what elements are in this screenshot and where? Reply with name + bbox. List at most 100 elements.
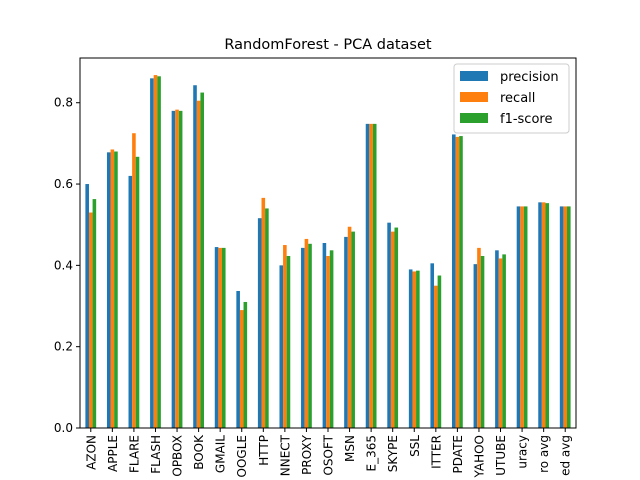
x-tick-label: SKYPE (386, 435, 400, 472)
x-tick-label: E_365 (365, 435, 379, 472)
bar-recall-18 (455, 136, 460, 428)
x-tick-label: FLASH (149, 435, 163, 474)
y-tick-label: 0.2 (54, 340, 73, 354)
legend-swatch-f1-score (460, 113, 488, 123)
bar-precision-11 (301, 247, 305, 428)
legend-swatch-precision (460, 71, 488, 81)
x-tick-label: FLARE (127, 435, 141, 473)
x-tick-label: ITTER (429, 435, 443, 469)
bar-recall-6 (196, 100, 201, 428)
bar-f1-score-17 (437, 275, 442, 428)
x-tick-label: OOGLE (235, 435, 249, 477)
y-axis: 0.0 0.2 0.4 0.6 0.8 (54, 96, 80, 435)
bar-f1-score-8 (243, 301, 248, 428)
bar-recall-1 (88, 212, 93, 428)
bar-precision-7 (214, 247, 219, 428)
x-tick-label: BOOK (192, 434, 206, 470)
y-tick-label: 0.8 (54, 96, 73, 110)
legend: precision recall f1-score (453, 63, 570, 134)
x-tick-label: AZON (84, 435, 98, 470)
legend-label-precision: precision (500, 70, 559, 85)
bar-recall-9 (261, 197, 266, 428)
bar-precision-17 (430, 263, 435, 428)
bar-f1-score-23 (567, 206, 571, 428)
bar-precision-19 (473, 264, 478, 428)
legend-label-f1-score: f1-score (500, 112, 552, 127)
x-axis: AZON APPLE FLARE FLASH OPBOX BOOK GMAIL OOGLE HT… (84, 428, 573, 479)
x-tick-label: MSN (343, 435, 357, 462)
bar-f1-score-15 (394, 227, 399, 428)
plot-frame (79, 57, 577, 429)
bar-precision-22 (538, 202, 542, 428)
bar-recall-5 (175, 109, 179, 428)
x-tick-label: ed avg (559, 435, 573, 476)
bar-f1-score-7 (221, 247, 226, 428)
bar-precision-15 (387, 222, 391, 428)
x-tick-label: APPLE (106, 435, 120, 472)
bar-recall-22 (541, 202, 546, 428)
bar-f1-score-4 (157, 76, 161, 429)
bar-f1-score-1 (92, 199, 97, 428)
bar-recall-19 (477, 247, 481, 428)
bar-f1-score-10 (286, 256, 291, 428)
x-tick-label: GMAIL (214, 435, 228, 473)
bar-f1-score-21 (523, 206, 528, 428)
bar-recall-10 (283, 245, 287, 428)
bar-precision-6 (193, 85, 197, 429)
bar-recall-15 (390, 231, 395, 428)
bar-recall-12 (326, 256, 330, 428)
bar-recall-14 (369, 123, 373, 429)
bar-precision-8 (236, 290, 240, 428)
bar-precision-2 (106, 152, 111, 428)
bar-f1-score-6 (200, 92, 204, 428)
x-tick-label: UTUBE (494, 435, 508, 476)
bar-f1-score-20 (502, 254, 506, 428)
bar-precision-23 (559, 206, 564, 428)
bar-f1-score-11 (308, 243, 312, 428)
x-tick-label: HTTP (257, 435, 271, 466)
bar-precision-14 (365, 123, 370, 429)
bar-precision-10 (279, 265, 284, 428)
bar-f1-score-16 (416, 270, 420, 428)
bar-f1-score-3 (135, 156, 140, 429)
x-tick-label: YAHOO (472, 435, 486, 479)
bar-f1-score-2 (114, 151, 118, 428)
x-tick-label: PDATE (451, 435, 465, 473)
bar-f1-score-13 (351, 231, 355, 428)
bar-precision-18 (452, 134, 456, 428)
bar-f1-score-5 (178, 110, 183, 429)
y-tick-label: 0.4 (54, 258, 73, 272)
bar-recall-13 (347, 226, 352, 428)
y-tick-label: 0.0 (54, 421, 73, 435)
x-tick-label: NNECT (278, 434, 292, 476)
bar-f1-score-19 (480, 256, 485, 428)
legend-label-recall: recall (500, 91, 535, 106)
bar-recall-20 (498, 258, 503, 428)
bar-recall-8 (239, 310, 244, 428)
bar-recall-2 (110, 149, 115, 429)
bar-recall-23 (563, 206, 568, 428)
y-tick-label: 0.6 (54, 177, 73, 191)
bar-f1-score-9 (265, 208, 269, 428)
bar-precision-20 (495, 250, 499, 428)
bar-precision-5 (171, 110, 176, 429)
x-tick-label: OPBOX (171, 435, 185, 477)
plot-area: 0.0 0.2 0.4 0.6 0.8 AZON APPLE FLARE FLASH OPBOX… (54, 57, 577, 479)
bar-f1-score-12 (329, 250, 334, 428)
chart-title: RandomForest - PCA dataset (224, 37, 432, 53)
bar-precision-16 (408, 269, 413, 428)
bar-precision-3 (128, 175, 133, 428)
bar-recall-17 (434, 285, 438, 428)
bar-recall-16 (412, 271, 417, 428)
bar-recall-7 (218, 247, 222, 428)
x-tick-label: SSL (408, 435, 422, 457)
bar-f1-score-14 (372, 123, 377, 429)
x-tick-label: OSOFT (322, 434, 336, 475)
bars-layer (85, 75, 571, 429)
bar-precision-4 (150, 78, 154, 428)
bar-f1-score-18 (459, 136, 463, 428)
bar-precision-9 (257, 218, 262, 428)
bar-recall-3 (132, 133, 136, 428)
x-tick-label: ro avg (537, 435, 551, 473)
